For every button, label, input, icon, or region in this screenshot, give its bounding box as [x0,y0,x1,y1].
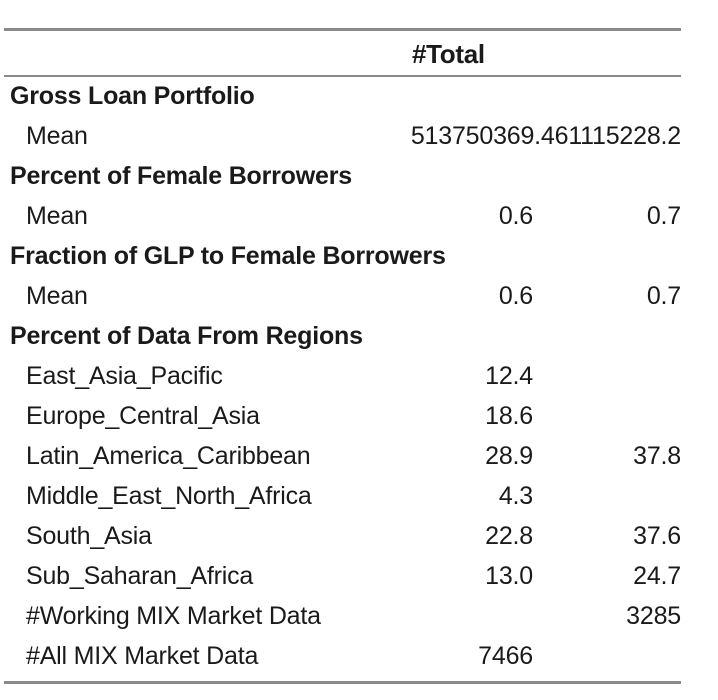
section-regions: Percent of Data From Regions [4,317,681,357]
row-label: East_Asia_Pacific [26,361,223,390]
row-label: South_Asia [26,521,152,550]
section-title: Percent of Female Borrowers [10,161,352,190]
row-label: Mean [26,201,88,230]
table-row: South_Asia 22.8 37.6 [4,517,681,557]
cell-col2: 0.7 [646,281,681,310]
cell-col1: 0.6 [498,281,533,310]
row-label: Latin_America_Caribbean [26,441,311,470]
table-row: Sub_Saharan_Africa 13.0 24.7 [4,557,681,597]
cell-col1: 4.3 [498,481,533,510]
header-rule [4,75,681,77]
cell-col1: 7466 [478,641,533,670]
row-value: 513750369.461115228.2 [410,121,681,150]
row-label: Sub_Saharan_Africa [26,561,254,590]
table-row: East_Asia_Pacific 12.4 [4,357,681,397]
table-row: Mean 0.6 0.7 [4,197,681,237]
row-label: Europe_Central_Asia [26,401,260,430]
cell-col2: 24.7 [633,561,681,590]
section-title: Percent of Data From Regions [10,321,363,350]
row-label: #All MIX Market Data [26,641,259,670]
column-header-total: #Total [412,39,485,69]
summary-table: #Total Gross Loan Portfolio Mean 5137503… [4,28,681,684]
section-title: Fraction of GLP to Female Borrowers [10,241,446,270]
cell-col1: 22.8 [485,521,533,550]
table-row: #Working MIX Market Data 3285 [4,597,681,637]
row-label: Mean [26,121,88,150]
cell-col1: 28.9 [485,441,533,470]
table-header: #Total [4,31,681,75]
section-gross-loan-portfolio: Gross Loan Portfolio [4,77,681,117]
cell-col1: 12.4 [485,361,533,390]
bottom-rule [4,680,681,684]
table-row: Middle_East_North_Africa 4.3 [4,477,681,517]
table-row: #All MIX Market Data 7466 [4,637,681,677]
table-row: Latin_America_Caribbean 28.9 37.8 [4,437,681,477]
table-row: Mean 513750369.461115228.2 [4,117,681,157]
cell-col1: 18.6 [485,401,533,430]
row-label: Mean [26,281,88,310]
cell-col2: 37.8 [633,441,681,470]
row-label: Middle_East_North_Africa [26,481,312,510]
table-row: Europe_Central_Asia 18.6 [4,397,681,437]
cell-col2: 3285 [626,601,681,630]
top-rule [4,28,681,31]
table-row: Mean 0.6 0.7 [4,277,681,317]
section-percent-female-borrowers: Percent of Female Borrowers [4,157,681,197]
cell-col1: 0.6 [498,201,533,230]
cell-col1: 13.0 [485,561,533,590]
cell-col2: 0.7 [646,201,681,230]
section-fraction-glp: Fraction of GLP to Female Borrowers [4,237,681,277]
row-label: #Working MIX Market Data [26,601,321,630]
section-title: Gross Loan Portfolio [10,81,255,110]
cell-col2: 37.6 [633,521,681,550]
